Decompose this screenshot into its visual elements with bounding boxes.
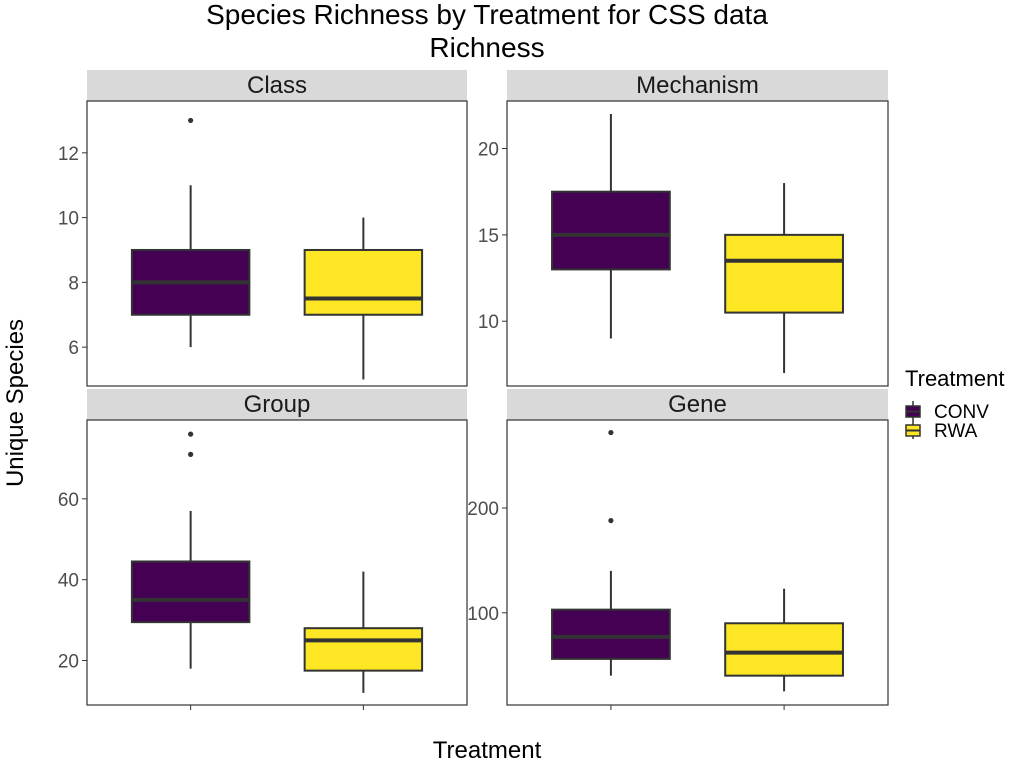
outlier-point — [188, 117, 194, 124]
facet-panels: Class 6 8 10 12 Mechanism 10 15 20 Group 20 40 60 Gen… — [58, 70, 889, 710]
outlier-point — [608, 429, 614, 436]
y-tick-label: 60 — [58, 490, 79, 511]
outlier-point — [188, 431, 194, 437]
facet-label-mechanism: Mechanism — [636, 72, 759, 99]
box-group-rwa — [303, 571, 424, 693]
box-mechanism-rwa — [724, 183, 844, 374]
y-tick-label: 200 — [467, 499, 499, 520]
facet-class: Class 6 8 10 12 — [58, 70, 468, 387]
facet-label-gene: Gene — [668, 391, 727, 418]
box-iqr — [303, 627, 424, 672]
x-axis-title: Treatment — [433, 737, 542, 764]
facet-strip-gene — [507, 389, 888, 420]
chart-title-line-2: Richness — [429, 32, 544, 63]
y-tick-label: 6 — [68, 338, 79, 359]
legend-key-rwa — [905, 420, 921, 439]
box-iqr — [551, 190, 671, 271]
y-axis-title: Unique Species — [2, 319, 29, 487]
y-tick-label: 20 — [478, 140, 499, 161]
box-iqr — [130, 560, 251, 624]
y-tick-label: 10 — [58, 209, 79, 230]
panel-border-group — [86, 419, 468, 706]
facet-label-class: Class — [247, 72, 307, 99]
box-group-conv — [130, 431, 251, 669]
y-tick-label: 20 — [58, 652, 79, 673]
box-class-rwa — [303, 217, 424, 380]
facet-strip-mechanism — [507, 70, 888, 101]
outlier-point — [188, 451, 194, 457]
facet-mechanism: Mechanism 10 15 20 — [478, 70, 889, 387]
facet-label-group: Group — [244, 391, 311, 418]
facet-strip-class — [87, 70, 467, 101]
chart-title-line-1: Species Richness by Treatment for CSS da… — [206, 0, 768, 30]
box-iqr — [551, 608, 671, 660]
y-tick-label: 40 — [58, 571, 79, 592]
outlier-point — [608, 517, 614, 524]
facet-gene: Gene 100 200 — [467, 389, 889, 710]
y-tick-label: 12 — [58, 144, 79, 165]
y-tick-label: 10 — [478, 312, 499, 333]
box-gene-conv — [551, 429, 671, 676]
y-tick-label: 100 — [467, 604, 499, 625]
box-iqr — [724, 622, 844, 677]
facet-strip-group — [87, 389, 467, 420]
box-class-conv — [130, 117, 251, 348]
legend-title: Treatment — [905, 366, 1004, 391]
y-tick-label: 8 — [68, 273, 79, 294]
legend-label-conv: CONV — [934, 402, 989, 423]
legend-label-rwa: RWA — [934, 421, 978, 442]
box-mechanism-conv — [551, 113, 671, 339]
y-tick-label: 15 — [478, 226, 499, 247]
box-gene-rwa — [724, 588, 844, 692]
box-iqr — [724, 233, 844, 314]
box-iqr — [303, 248, 424, 316]
legend-key-conv — [905, 401, 921, 420]
panel-border-mechanism — [506, 100, 889, 387]
panel-border-gene — [506, 419, 889, 706]
facet-group: Group 20 40 60 — [58, 389, 468, 710]
panel-border-class — [86, 100, 468, 387]
